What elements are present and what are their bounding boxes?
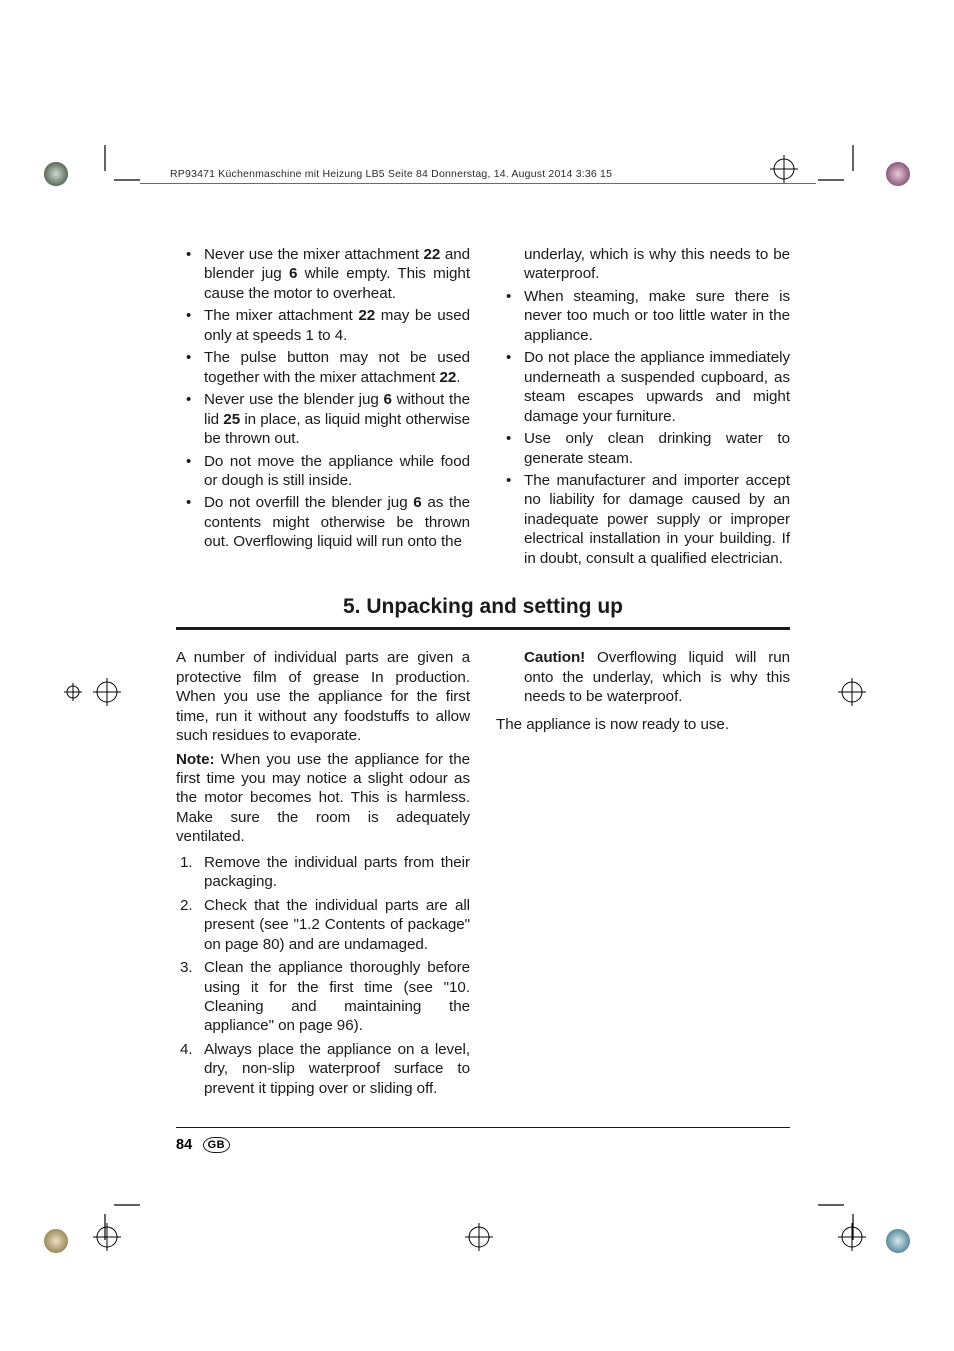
unpack-columns: A number of individual parts are given a… <box>176 648 790 1102</box>
step-item: Always place the appliance on a level, d… <box>204 1040 470 1098</box>
warning-item: The manufacturer and importer accept no … <box>524 471 790 568</box>
step-item: Clean the appliance thoroughly before us… <box>204 958 470 1036</box>
print-header: RP93471 Küchenmaschine mit Heizung LB5 S… <box>170 168 612 180</box>
footer-rule <box>176 1127 790 1128</box>
warning-item: Never use the mixer attachment 22 and bl… <box>204 245 470 303</box>
register-target-bottom-left <box>93 1223 121 1251</box>
section-heading: 5. Unpacking and setting up <box>176 595 790 619</box>
warning-item: Do not move the appliance while food or … <box>204 452 470 491</box>
warnings-columns: Never use the mixer attachment 22 and bl… <box>176 245 790 571</box>
unpack-col-left: A number of individual parts are given a… <box>176 648 470 1102</box>
register-target-left <box>93 678 121 706</box>
crop-mark-top-left <box>70 145 140 215</box>
warnings-col-right: underlay, which is why this needs to be … <box>496 245 790 571</box>
warnings-col-left: Never use the mixer attachment 22 and bl… <box>176 245 470 571</box>
register-target-bottom-center <box>465 1223 493 1251</box>
color-dot-bl <box>43 1228 69 1254</box>
warning-item: Use only clean drinking water to generat… <box>524 429 790 468</box>
crop-mark-top-right <box>818 145 888 215</box>
warning-item: The mixer attachment 22 may be used only… <box>204 306 470 345</box>
color-dot-tl <box>43 161 69 187</box>
caution-block: Caution! Overflowing liquid will run ont… <box>496 648 790 706</box>
register-target-bottom-right <box>838 1223 866 1251</box>
register-target-top <box>770 155 798 183</box>
warning-continuation: underlay, which is why this needs to be … <box>496 245 790 284</box>
section-rule <box>176 627 790 630</box>
steps-list: Remove the individual parts from their p… <box>176 853 470 1098</box>
color-dot-tr <box>885 161 911 187</box>
page-footer: 84 GB <box>176 1127 790 1154</box>
page-content: Never use the mixer attachment 22 and bl… <box>176 245 790 1102</box>
print-header-underline <box>140 183 816 184</box>
warning-item: Do not overfill the blender jug 6 as the… <box>204 493 470 551</box>
ready-text: The appliance is now ready to use. <box>496 715 790 734</box>
step-item: Check that the individual parts are all … <box>204 896 470 954</box>
register-target-left-small <box>64 683 92 711</box>
step-item: Remove the individual parts from their p… <box>204 853 470 892</box>
note-paragraph: Note: When you use the appliance for the… <box>176 750 470 847</box>
color-dot-br <box>885 1228 911 1254</box>
warning-item: Do not place the appliance immediately u… <box>524 348 790 426</box>
warning-item: Never use the blender jug 6 without the … <box>204 390 470 448</box>
warning-item: The pulse button may not be used togethe… <box>204 348 470 387</box>
unpack-col-right: Caution! Overflowing liquid will run ont… <box>496 648 790 1102</box>
country-badge: GB <box>203 1137 231 1153</box>
page-number: 84 <box>176 1137 192 1153</box>
warning-item: When steaming, make sure there is never … <box>524 287 790 345</box>
intro-paragraph: A number of individual parts are given a… <box>176 648 470 745</box>
register-target-right <box>838 678 866 706</box>
